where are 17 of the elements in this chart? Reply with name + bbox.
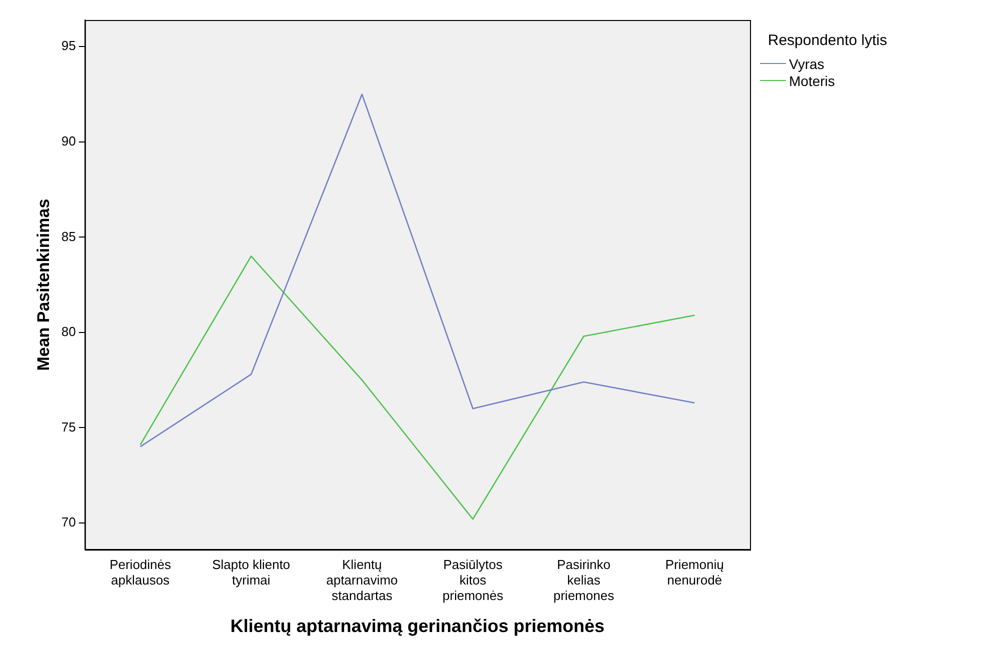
x-tick-label: Pasiūlytos kitos priemonės (442, 556, 504, 604)
y-tick-label: 80 (61, 324, 76, 340)
y-tick-label: 70 (61, 514, 76, 530)
legend-title: Respondento lytis (766, 32, 888, 49)
y-axis-title: Mean Pasitenkinimas (34, 198, 53, 371)
x-tick-label: Periodinės apklausos (110, 556, 172, 588)
x-tick-label: Slapto kliento tyrimai (212, 556, 290, 588)
y-tick-label: 95 (61, 38, 76, 54)
x-tick-label: Priemonių nenurodė (665, 556, 724, 588)
x-tick-label: Pasirinko kelias priemones (553, 556, 615, 604)
x-tick-label: Klientų aptarnavimo standartas (326, 556, 398, 604)
y-tick-label: 85 (61, 228, 76, 244)
legend-label: Moteris (789, 72, 835, 88)
x-axis-title: Klientų aptarnavimą gerinančios priemonės (230, 616, 604, 636)
legend-label: Vyras (789, 56, 824, 72)
y-tick-label: 90 (61, 134, 76, 148)
y-tick-label: 75 (61, 419, 76, 434)
